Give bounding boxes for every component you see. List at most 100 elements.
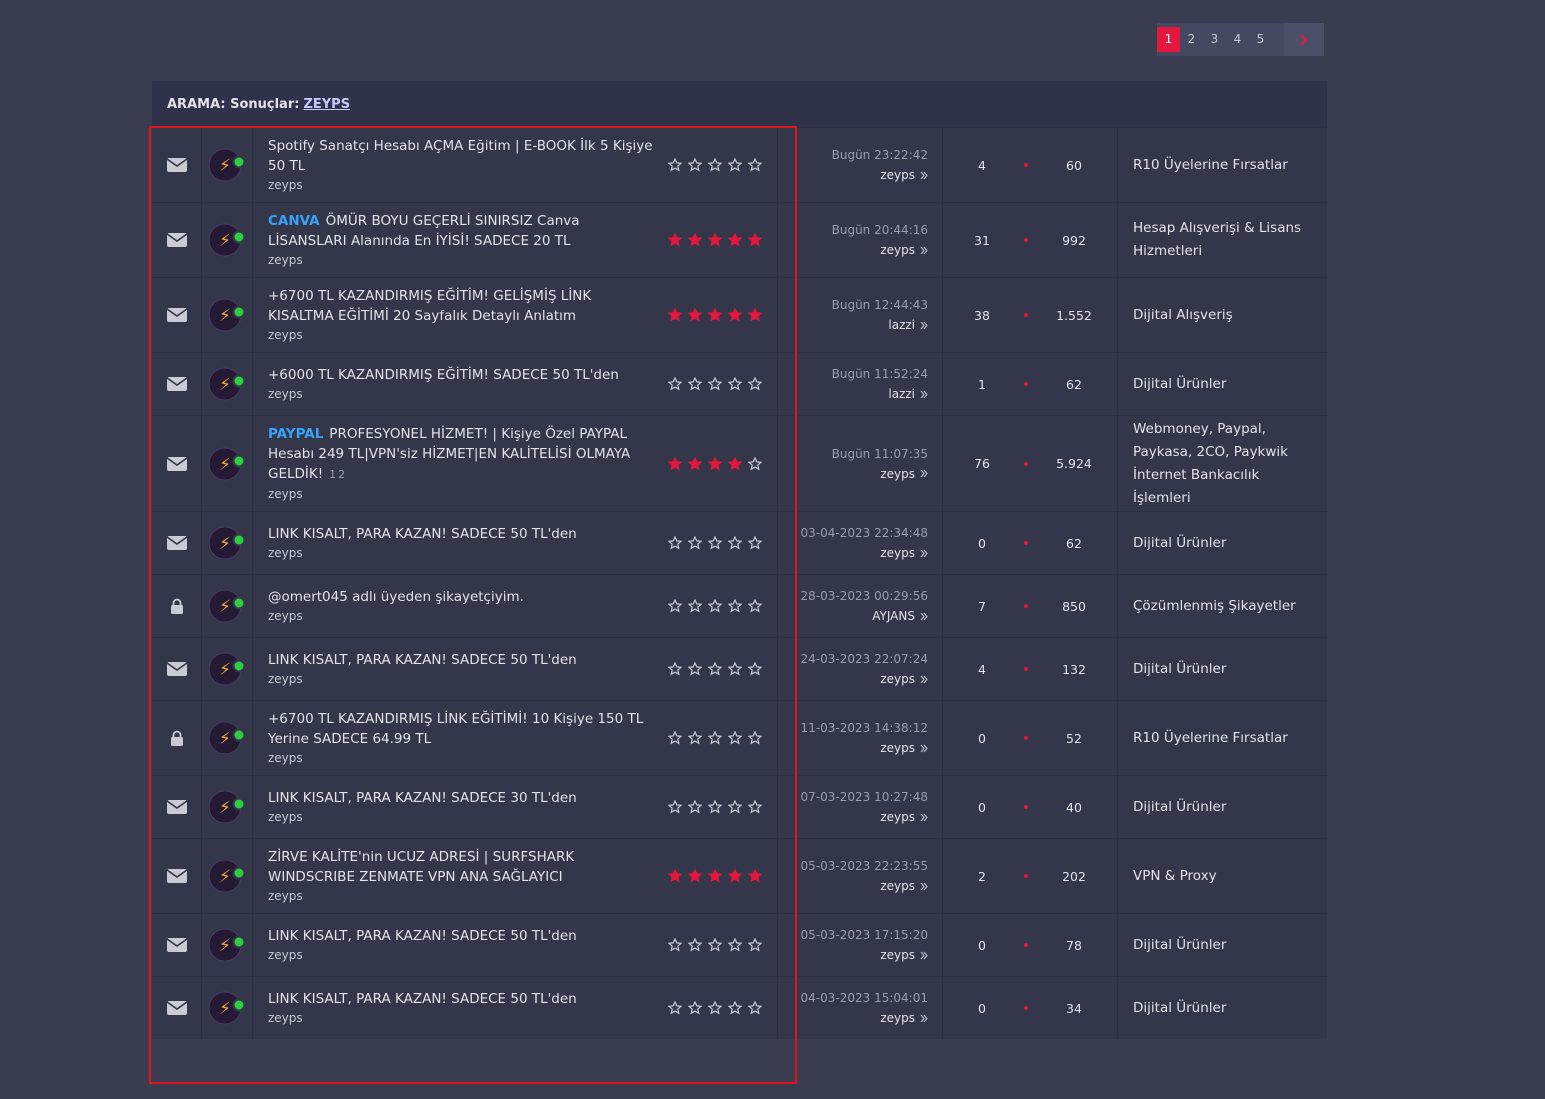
thread-title[interactable]: ZİRVE KALİTE'nin UCUZ ADRESİ | SURFSHARK… — [268, 849, 575, 885]
thread-title[interactable]: Spotify Sanatçı Hesabı AÇMA Eğitim | E-B… — [268, 138, 653, 174]
page-link[interactable]: 1 — [329, 468, 339, 481]
last-user[interactable]: AYJANS — [872, 609, 915, 623]
star-shape — [708, 308, 722, 322]
last-user[interactable]: zeyps — [880, 948, 915, 962]
envelope-icon — [166, 662, 187, 676]
title-cell: LINK KISALT, PARA KAZAN! SADECE 50 TL'de… — [253, 977, 778, 1039]
author: zeyps — [268, 387, 303, 401]
avatar-wrap: ⚡ — [208, 788, 246, 826]
status-icon — [166, 1000, 188, 1016]
page-link[interactable]: 5 — [1256, 32, 1265, 46]
last-user[interactable]: zeyps — [880, 672, 915, 686]
star — [748, 377, 762, 391]
author: zeyps — [268, 751, 303, 765]
last-post: Bugün 23:22:42 zeyps — [778, 128, 943, 202]
thread-title[interactable]: +6700 TL KAZANDIRMIŞ LİNK EĞİTİMİ! 10 Ki… — [268, 711, 644, 747]
avatar: ⚡ — [208, 928, 246, 962]
envelope-icon — [166, 158, 187, 172]
last-user[interactable]: zeyps — [880, 168, 915, 182]
star-shape — [708, 1001, 722, 1015]
last-date: 05-03-2023 22:23:55 — [800, 859, 928, 873]
title-block: PAYPAL PROFESYONEL HİZMET! | Kişiye Özel … — [268, 424, 653, 503]
dot — [1024, 313, 1028, 317]
title-cell: +6700 TL KAZANDIRMIŞ EĞİTİM! GELİŞMİŞ Lİ… — [253, 278, 778, 352]
star — [728, 938, 742, 952]
thread-title[interactable]: +6700 TL KAZANDIRMIŞ EĞİTİM! GELİŞMİŞ Lİ… — [268, 288, 592, 324]
title-line: Spotify Sanatçı Hesabı AÇMA Eğitim | E-B… — [268, 136, 653, 176]
status-cell — [152, 914, 202, 976]
page-link[interactable]: 3 — [1210, 32, 1219, 46]
page-link[interactable]: 4 — [1233, 32, 1242, 46]
last-user-line: zeyps — [880, 672, 928, 686]
last-user[interactable]: lazzi — [888, 387, 915, 401]
status-icon — [166, 307, 188, 323]
last-user[interactable]: zeyps — [880, 810, 915, 824]
avatar-cell: ⚡ — [202, 416, 253, 511]
svg-text:⚡: ⚡ — [219, 306, 231, 326]
go-icon — [920, 813, 928, 821]
star-shape — [748, 731, 762, 745]
go-last — [920, 321, 928, 330]
title-line: LINK KISALT, PARA KAZAN! SADECE 50 TL'de… — [268, 989, 653, 1009]
prefix: CANVA — [268, 213, 320, 229]
star-shape — [688, 731, 702, 745]
svg-text:⚡: ⚡ — [219, 798, 231, 818]
last-user[interactable]: lazzi — [888, 318, 915, 332]
thread-title[interactable]: PROFESYONEL HİZMET! | Kişiye Özel PAYPAL… — [268, 426, 631, 482]
thread-title[interactable]: LINK KISALT, PARA KAZAN! SADECE 50 TL'de… — [268, 652, 577, 668]
last-user[interactable]: zeyps — [880, 741, 915, 755]
star — [728, 599, 742, 613]
star — [688, 731, 702, 745]
star — [668, 158, 682, 172]
star-shape — [728, 869, 742, 883]
last-date: Bugün 11:07:35 — [831, 446, 928, 461]
dot — [1024, 805, 1028, 809]
avatar-cell: ⚡ — [202, 701, 253, 775]
thread-title[interactable]: ÖMÜR BOYU GEÇERLİ SINIRSIZ Canva LİSANSL… — [268, 213, 580, 249]
page-link[interactable]: 2 — [1187, 32, 1196, 46]
thread-title[interactable]: LINK KISALT, PARA KAZAN! SADECE 50 TL'de… — [268, 928, 577, 944]
dot — [1024, 163, 1028, 167]
star — [728, 233, 742, 247]
last-user[interactable]: zeyps — [880, 546, 915, 560]
last-user[interactable]: zeyps — [880, 1011, 915, 1025]
last-post: 07-03-2023 10:27:48 zeyps — [778, 776, 943, 838]
last-user[interactable]: zeyps — [880, 879, 915, 893]
title-line: +6700 TL KAZANDIRMIŞ EĞİTİM! GELİŞMİŞ Lİ… — [268, 286, 653, 326]
avatar: ⚡ — [208, 721, 246, 755]
thread-title[interactable]: LINK KISALT, PARA KAZAN! SADECE 30 TL'de… — [268, 790, 577, 806]
last-user-line: zeyps — [880, 243, 928, 257]
thread-title[interactable]: LINK KISALT, PARA KAZAN! SADECE 50 TL'de… — [268, 991, 577, 1007]
thread-title[interactable]: +6000 TL KAZANDIRMIŞ EĞİTİM! SADECE 50 T… — [268, 367, 619, 383]
svg-text:⚡: ⚡ — [219, 375, 231, 395]
star-shape — [708, 233, 722, 247]
star-shape — [688, 599, 702, 613]
go-icon — [920, 390, 928, 398]
thread-title[interactable]: LINK KISALT, PARA KAZAN! SADECE 50 TL'de… — [268, 526, 577, 542]
separator — [1021, 575, 1031, 637]
page-link[interactable]: 2 — [338, 468, 348, 481]
page-link[interactable]: 1 — [1157, 27, 1180, 52]
last-user[interactable]: zeyps — [880, 243, 915, 257]
search-query[interactable]: ZEYPS — [303, 96, 351, 112]
last-date: 24-03-2023 22:07:24 — [800, 652, 928, 666]
go-icon — [920, 321, 928, 329]
last-user-line: zeyps — [880, 467, 928, 481]
star — [688, 662, 702, 676]
rating — [668, 377, 762, 391]
star-shape — [668, 599, 682, 613]
forum: Dijital Ürünler — [1133, 798, 1227, 815]
star-shape — [668, 938, 682, 952]
forum: Hesap Alışverişi & Lisans Hizmetleri — [1133, 220, 1302, 259]
last-user-line: zeyps — [880, 1011, 928, 1025]
star-shape — [688, 377, 702, 391]
star-shape — [728, 377, 742, 391]
star-shape — [728, 938, 742, 952]
last-post: 05-03-2023 17:15:20 zeyps — [778, 914, 943, 976]
thread-row: ⚡ @omert045 adlı üyeden şikayetçiyim. zeyp… — [152, 574, 1327, 637]
thread-title[interactable]: @omert045 adlı üyeden şikayetçiyim. — [268, 589, 524, 605]
title-block: Spotify Sanatçı Hesabı AÇMA Eğitim | E-B… — [268, 136, 653, 194]
last-user[interactable]: zeyps — [880, 466, 915, 481]
next-page[interactable] — [1284, 23, 1324, 56]
thread-row: ⚡ Spotify Sanatçı Hesabı AÇMA Eğitim | E-… — [152, 127, 1327, 202]
